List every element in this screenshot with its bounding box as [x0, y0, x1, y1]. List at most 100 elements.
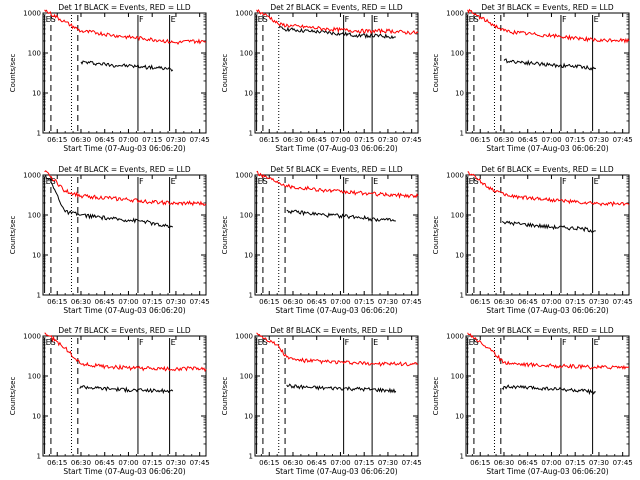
x-tick-label: 07:15 — [565, 459, 585, 467]
y-tick-label: 1000 — [446, 333, 464, 341]
x-tick-label: 06:45 — [95, 136, 115, 144]
time-marker-label: F — [345, 338, 350, 347]
detector-panel-1: Det 1f BLACK = Events, RED = LLD 1 10 100 10… — [9, 3, 210, 153]
time-marker-label: E — [171, 15, 176, 24]
x-tick-label: 06:45 — [518, 298, 538, 306]
y-tick-label: 1 — [460, 130, 464, 138]
panel-title: Det 7f BLACK = Events, RED = LLD — [58, 326, 191, 335]
series-line-events — [278, 26, 396, 40]
x-axis-label: Start Time (07-Aug-03 06:06:20) — [275, 144, 397, 153]
series-line-lld — [44, 9, 207, 45]
x-tick-label: 07:15 — [142, 298, 162, 306]
series-line-lld — [256, 8, 419, 35]
x-axis-label: Start Time (07-Aug-03 06:06:20) — [63, 144, 185, 153]
x-tick-label: 06:15 — [259, 459, 279, 467]
y-tick-label: 1000 — [23, 333, 41, 341]
x-tick-label: 07:45 — [613, 459, 633, 467]
plot-frame — [465, 12, 630, 134]
x-tick-label: 07:45 — [613, 136, 633, 144]
x-tick-label: 06:30 — [494, 459, 514, 467]
plot-frame — [254, 174, 419, 296]
x-tick-label: 06:45 — [95, 459, 115, 467]
x-tick-label: 07:30 — [378, 136, 398, 144]
y-axis-label: Counts/sec — [9, 377, 17, 416]
panel-title: Det 2f BLACK = Events, RED = LLD — [270, 3, 403, 12]
y-axis-label: Counts/sec — [432, 54, 440, 93]
x-tick-label: 07:15 — [354, 459, 374, 467]
detector-panel-7: Det 7f BLACK = Events, RED = LLD 1 10 100 10… — [9, 326, 210, 476]
x-tick-label: 07:00 — [541, 136, 561, 144]
time-marker-label: E — [171, 338, 176, 347]
time-marker-label: F — [345, 15, 350, 24]
x-tick-label: 06:15 — [470, 298, 490, 306]
y-tick-label: 10 — [455, 413, 464, 421]
x-tick-label: 07:30 — [378, 459, 398, 467]
y-axis-label: Counts/sec — [221, 216, 229, 255]
x-tick-label: 07:30 — [589, 136, 609, 144]
x-tick-label: 06:30 — [283, 459, 303, 467]
x-tick-label: 06:45 — [307, 459, 327, 467]
y-tick-label: 1 — [460, 292, 464, 300]
y-tick-label: 100 — [240, 50, 253, 58]
panel-title: Det 4f BLACK = Events, RED = LLD — [58, 165, 191, 174]
y-tick-label: 1000 — [23, 10, 41, 18]
y-tick-label: 1 — [249, 130, 253, 138]
y-tick-label: 1000 — [235, 10, 253, 18]
panel-title: Det 9f BLACK = Events, RED = LLD — [481, 326, 614, 335]
detector-panel-3: Det 3f BLACK = Events, RED = LLD 1 10 100 10… — [432, 3, 633, 153]
x-tick-label: 07:00 — [330, 298, 350, 306]
detector-panel-8: Det 8f BLACK = Events, RED = LLD 1 10 100 10… — [221, 326, 422, 476]
x-tick-label: 07:15 — [354, 136, 374, 144]
series-line-events — [502, 220, 596, 233]
x-tick-label: 06:45 — [95, 298, 115, 306]
y-tick-label: 100 — [28, 50, 41, 58]
x-tick-label: 06:15 — [470, 459, 490, 467]
series-line-events — [501, 384, 596, 396]
y-tick-label: 100 — [28, 212, 41, 220]
y-tick-label: 1000 — [235, 172, 253, 180]
x-tick-label: 07:30 — [589, 298, 609, 306]
time-marker-label: E — [594, 15, 599, 24]
y-tick-label: 10 — [32, 90, 41, 98]
x-tick-label: 06:15 — [470, 136, 490, 144]
x-tick-label: 06:15 — [259, 298, 279, 306]
y-axis-label: Counts/sec — [9, 54, 17, 93]
y-tick-label: 1 — [37, 292, 41, 300]
y-axis-label: Counts/sec — [432, 216, 440, 255]
x-tick-label: 07:30 — [378, 298, 398, 306]
y-tick-label: 1 — [460, 453, 464, 461]
y-tick-label: 100 — [451, 50, 464, 58]
detector-panel-9: Det 9f BLACK = Events, RED = LLD 1 10 100 10… — [432, 326, 633, 476]
y-tick-label: 100 — [28, 373, 41, 381]
x-tick-label: 06:30 — [283, 298, 303, 306]
y-tick-label: 10 — [244, 90, 253, 98]
series-line-events — [503, 58, 597, 71]
x-tick-label: 07:15 — [354, 298, 374, 306]
time-marker-label: F — [139, 15, 144, 24]
x-tick-label: 06:30 — [494, 298, 514, 306]
y-axis-label: Counts/sec — [221, 377, 229, 416]
y-tick-label: 10 — [32, 413, 41, 421]
panel-title: Det 3f BLACK = Events, RED = LLD — [481, 3, 614, 12]
y-tick-label: 1 — [37, 453, 41, 461]
y-tick-label: 1 — [249, 292, 253, 300]
x-tick-label: 07:15 — [565, 136, 585, 144]
y-tick-label: 10 — [455, 252, 464, 260]
x-tick-label: 07:00 — [330, 459, 350, 467]
x-tick-label: 07:30 — [166, 136, 186, 144]
time-marker-label: E — [373, 338, 378, 347]
panel-title: Det 5f BLACK = Events, RED = LLD — [270, 165, 403, 174]
detector-panel-4: Det 4f BLACK = Events, RED = LLD 1 10 100 10… — [9, 165, 210, 315]
detector-panel-5: Det 5f BLACK = Events, RED = LLD 1 10 100 10… — [221, 165, 422, 315]
series-line-lld — [256, 332, 419, 367]
x-axis-label: Start Time (07-Aug-03 06:06:20) — [486, 306, 608, 315]
series-line-events — [44, 174, 174, 229]
y-tick-label: 10 — [244, 252, 253, 260]
series-line-lld — [44, 170, 207, 207]
x-tick-label: 07:30 — [166, 459, 186, 467]
x-tick-label: 06:15 — [259, 136, 279, 144]
time-marker-label: E — [594, 177, 599, 186]
time-marker-label: F — [562, 15, 567, 24]
series-line-lld — [256, 170, 419, 199]
